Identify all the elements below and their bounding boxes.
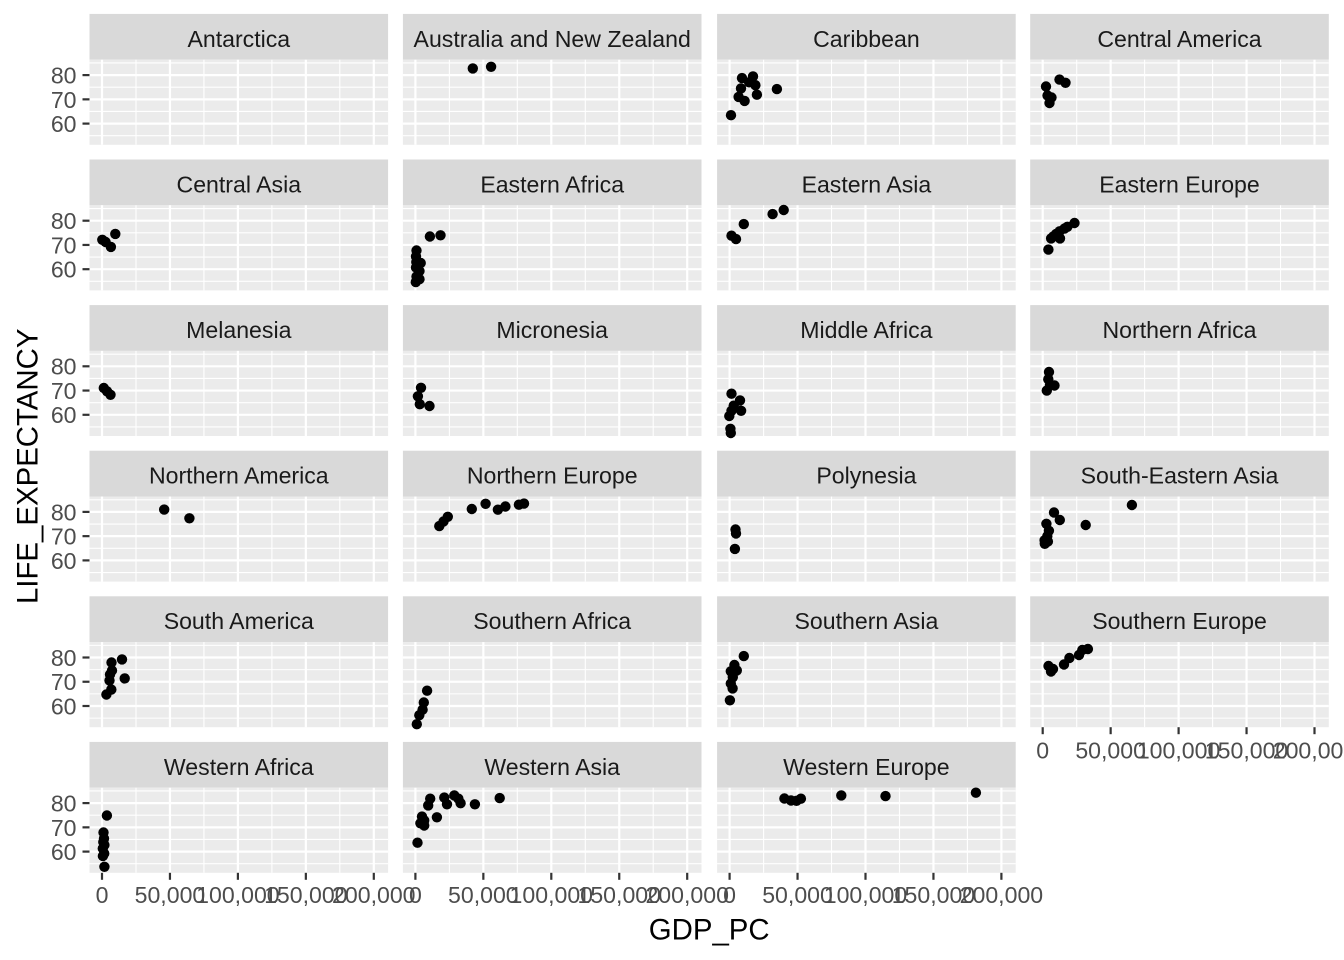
- svg-text:50,000: 50,000: [135, 882, 206, 908]
- svg-text:200,000: 200,000: [960, 882, 1043, 908]
- svg-text:60: 60: [51, 111, 77, 137]
- svg-text:Eastern Africa: Eastern Africa: [480, 171, 624, 197]
- svg-text:100,000: 100,000: [824, 882, 907, 908]
- svg-text:Northern Europe: Northern Europe: [467, 463, 638, 489]
- svg-text:100,000: 100,000: [1137, 738, 1220, 764]
- svg-text:Micronesia: Micronesia: [496, 317, 608, 343]
- svg-text:Southern Europe: Southern Europe: [1092, 608, 1267, 634]
- svg-text:50,000: 50,000: [1075, 738, 1146, 764]
- svg-text:Southern Asia: Southern Asia: [795, 608, 939, 634]
- svg-text:100,000: 100,000: [196, 882, 279, 908]
- svg-text:Northern Africa: Northern Africa: [1102, 317, 1256, 343]
- svg-text:0: 0: [723, 882, 736, 908]
- svg-text:0: 0: [1036, 738, 1049, 764]
- svg-text:80: 80: [51, 208, 77, 234]
- svg-text:Western Asia: Western Asia: [484, 754, 620, 780]
- svg-text:80: 80: [51, 791, 77, 817]
- svg-text:80: 80: [51, 354, 77, 380]
- svg-text:70: 70: [51, 232, 77, 258]
- svg-text:70: 70: [51, 87, 77, 113]
- svg-text:80: 80: [51, 645, 77, 671]
- svg-text:Central Asia: Central Asia: [177, 171, 302, 197]
- svg-text:200,000: 200,000: [1273, 738, 1344, 764]
- svg-text:Australia and New Zealand: Australia and New Zealand: [414, 26, 691, 52]
- svg-text:150,000: 150,000: [264, 882, 347, 908]
- svg-text:0: 0: [409, 882, 422, 908]
- svg-text:Melanesia: Melanesia: [186, 317, 291, 343]
- svg-text:Antarctica: Antarctica: [187, 26, 290, 52]
- svg-text:Western Africa: Western Africa: [164, 754, 314, 780]
- svg-text:150,000: 150,000: [1205, 738, 1288, 764]
- svg-text:Central America: Central America: [1097, 26, 1261, 52]
- svg-text:Northern America: Northern America: [149, 463, 329, 489]
- svg-text:60: 60: [51, 693, 77, 719]
- svg-text:70: 70: [51, 669, 77, 695]
- svg-text:60: 60: [51, 839, 77, 865]
- svg-text:100,000: 100,000: [510, 882, 593, 908]
- svg-text:South America: South America: [164, 608, 314, 634]
- svg-text:Western Europe: Western Europe: [783, 754, 949, 780]
- svg-text:150,000: 150,000: [578, 882, 661, 908]
- svg-text:60: 60: [51, 257, 77, 283]
- svg-text:LIFE_EXPECTANCY: LIFE_EXPECTANCY: [11, 329, 44, 604]
- svg-text:0: 0: [96, 882, 109, 908]
- svg-text:200,000: 200,000: [332, 882, 415, 908]
- svg-text:50,000: 50,000: [762, 882, 833, 908]
- svg-text:Caribbean: Caribbean: [813, 26, 920, 52]
- svg-text:70: 70: [51, 378, 77, 404]
- svg-text:70: 70: [51, 815, 77, 841]
- svg-text:50,000: 50,000: [448, 882, 519, 908]
- svg-text:Eastern Asia: Eastern Asia: [802, 171, 932, 197]
- svg-text:70: 70: [51, 524, 77, 550]
- svg-text:Middle Africa: Middle Africa: [800, 317, 932, 343]
- svg-text:200,000: 200,000: [645, 882, 728, 908]
- svg-text:60: 60: [51, 548, 77, 574]
- svg-text:South-Eastern Asia: South-Eastern Asia: [1081, 463, 1279, 489]
- svg-text:Polynesia: Polynesia: [816, 463, 916, 489]
- svg-text:80: 80: [51, 63, 77, 89]
- svg-text:80: 80: [51, 499, 77, 525]
- svg-text:Eastern Europe: Eastern Europe: [1099, 171, 1259, 197]
- svg-text:Southern Africa: Southern Africa: [473, 608, 631, 634]
- svg-text:GDP_PC: GDP_PC: [649, 914, 770, 947]
- svg-text:150,000: 150,000: [892, 882, 975, 908]
- svg-text:60: 60: [51, 402, 77, 428]
